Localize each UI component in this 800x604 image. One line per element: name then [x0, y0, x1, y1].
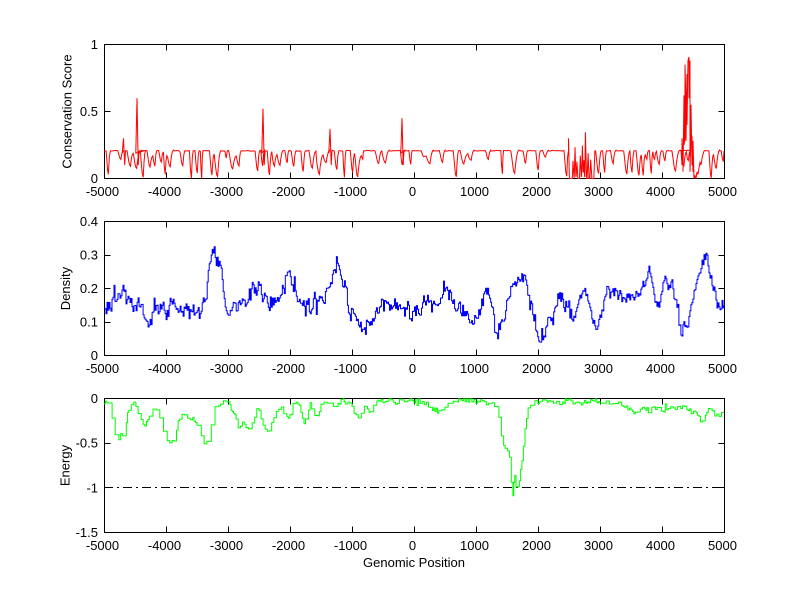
svg-text:-5000: -5000 — [86, 538, 119, 553]
svg-text:5000: 5000 — [708, 538, 737, 553]
svg-text:-1000: -1000 — [334, 361, 367, 376]
svg-text:1000: 1000 — [460, 361, 489, 376]
svg-text:-2000: -2000 — [272, 184, 305, 199]
svg-text:2000: 2000 — [522, 538, 551, 553]
svg-text:4000: 4000 — [646, 184, 675, 199]
svg-text:0.4: 0.4 — [80, 214, 98, 229]
svg-text:-4000: -4000 — [148, 361, 181, 376]
svg-text:-4000: -4000 — [148, 184, 181, 199]
svg-text:1000: 1000 — [460, 538, 489, 553]
svg-text:-1: -1 — [86, 480, 98, 495]
svg-text:0: 0 — [409, 184, 416, 199]
svg-text:0.5: 0.5 — [80, 104, 98, 119]
svg-text:-5000: -5000 — [86, 361, 119, 376]
svg-text:Conservation Score: Conservation Score — [60, 54, 75, 168]
svg-text:0: 0 — [409, 361, 416, 376]
svg-text:0: 0 — [91, 348, 98, 363]
svg-text:-5000: -5000 — [86, 184, 119, 199]
svg-text:3000: 3000 — [584, 184, 613, 199]
svg-text:5000: 5000 — [708, 361, 737, 376]
svg-text:-0.5: -0.5 — [76, 436, 98, 451]
svg-text:3000: 3000 — [584, 538, 613, 553]
svg-text:0.1: 0.1 — [80, 315, 98, 330]
svg-text:0.2: 0.2 — [80, 281, 98, 296]
svg-text:Genomic Position: Genomic Position — [363, 555, 465, 570]
svg-text:2000: 2000 — [522, 361, 551, 376]
svg-text:3000: 3000 — [584, 361, 613, 376]
svg-text:Density: Density — [58, 266, 73, 310]
svg-text:-1000: -1000 — [334, 538, 367, 553]
svg-text:-1.5: -1.5 — [76, 525, 98, 540]
svg-text:4000: 4000 — [646, 361, 675, 376]
svg-text:2000: 2000 — [522, 184, 551, 199]
svg-text:5000: 5000 — [708, 184, 737, 199]
svg-text:0.3: 0.3 — [80, 248, 98, 263]
svg-text:-3000: -3000 — [210, 538, 243, 553]
svg-text:0: 0 — [409, 538, 416, 553]
svg-text:-3000: -3000 — [210, 184, 243, 199]
svg-text:-1000: -1000 — [334, 184, 367, 199]
svg-text:-2000: -2000 — [272, 538, 305, 553]
svg-text:Energy: Energy — [58, 444, 73, 486]
svg-text:0: 0 — [91, 171, 98, 186]
svg-text:-3000: -3000 — [210, 361, 243, 376]
svg-text:-2000: -2000 — [272, 361, 305, 376]
svg-text:1000: 1000 — [460, 184, 489, 199]
svg-text:1: 1 — [91, 37, 98, 52]
svg-text:-4000: -4000 — [148, 538, 181, 553]
svg-text:4000: 4000 — [646, 538, 675, 553]
svg-text:0: 0 — [91, 391, 98, 406]
